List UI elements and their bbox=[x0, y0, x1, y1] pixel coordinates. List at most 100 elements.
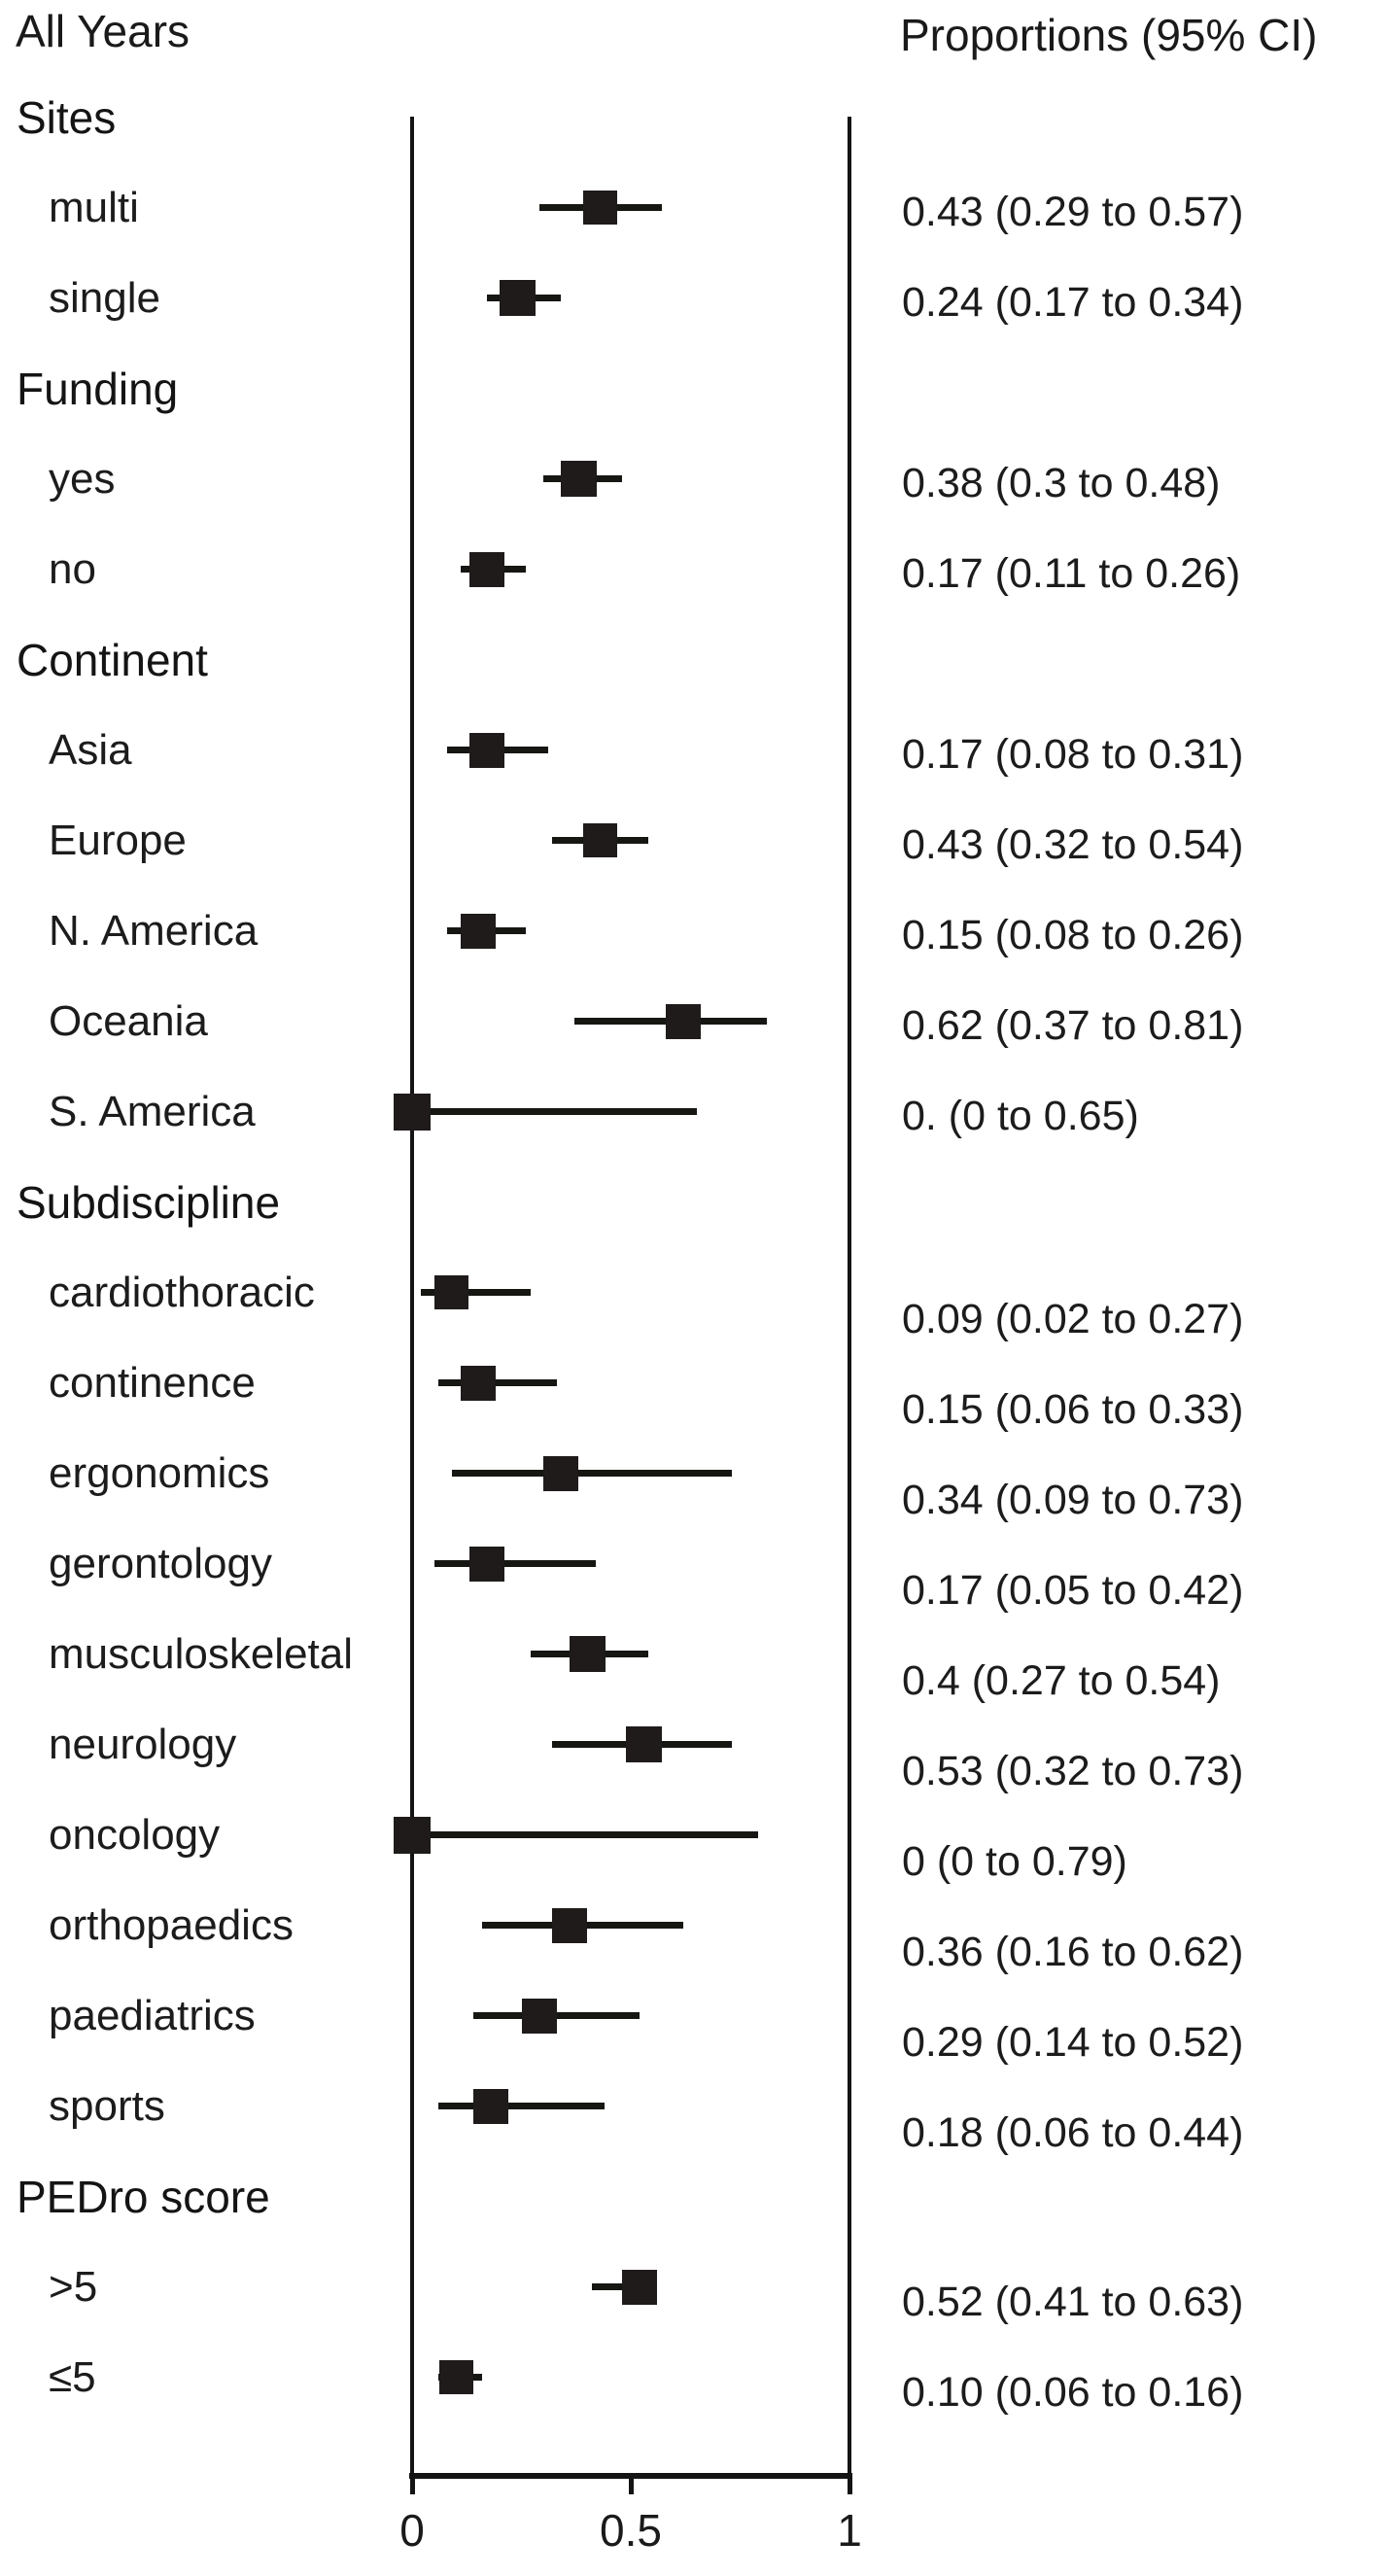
ci-whisker bbox=[421, 1289, 531, 1296]
estimate-marker bbox=[622, 2269, 657, 2305]
x-axis-tick-label: 0.5 bbox=[600, 2505, 662, 2556]
proportion-value: 0.36 (0.16 to 0.62) bbox=[902, 1928, 1244, 1975]
proportion-value: 0.10 (0.06 to 0.16) bbox=[902, 2368, 1244, 2416]
x-axis-tick bbox=[847, 2473, 852, 2494]
row-label: Oceania bbox=[49, 996, 208, 1045]
estimate-marker bbox=[468, 1546, 504, 1582]
row-label: sports bbox=[49, 2081, 165, 2130]
proportion-value: 0.24 (0.17 to 0.34) bbox=[902, 278, 1244, 326]
row-label: >5 bbox=[49, 2262, 98, 2311]
ci-whisker bbox=[433, 1560, 596, 1567]
forest-row: Asia 0.17 (0.08 to 0.31) bbox=[0, 705, 1385, 795]
proportion-value: 0.38 (0.3 to 0.48) bbox=[902, 459, 1221, 506]
forest-row: S. America 0. (0 to 0.65) bbox=[0, 1066, 1385, 1157]
ci-whisker bbox=[451, 1470, 732, 1477]
ci-whisker bbox=[412, 1108, 697, 1115]
proportion-value: 0 (0 to 0.79) bbox=[902, 1837, 1127, 1885]
forest-row: ergonomics 0.34 (0.09 to 0.73) bbox=[0, 1428, 1385, 1523]
proportion-value: 0.17 (0.05 to 0.42) bbox=[902, 1566, 1244, 1614]
proportion-value: 0.29 (0.14 to 0.52) bbox=[902, 2018, 1244, 2066]
estimate-marker bbox=[543, 1455, 578, 1491]
proportion-value: 0. (0 to 0.65) bbox=[902, 1092, 1139, 1139]
estimate-marker bbox=[569, 1636, 606, 1672]
proportion-value: 0.15 (0.08 to 0.26) bbox=[902, 911, 1244, 958]
ci-whisker bbox=[412, 1831, 758, 1838]
ci-whisker bbox=[438, 2103, 605, 2109]
forest-row: cardiothoracic 0.09 (0.02 to 0.27) bbox=[0, 1247, 1385, 1342]
estimate-marker bbox=[473, 2088, 508, 2124]
proportion-value: 0.17 (0.11 to 0.26) bbox=[902, 549, 1241, 597]
x-axis-tick bbox=[409, 2473, 415, 2494]
forest-row: Europe 0.43 (0.32 to 0.54) bbox=[0, 795, 1385, 886]
estimate-marker bbox=[460, 913, 496, 949]
value-column-header: Proportions (95% CI) bbox=[900, 10, 1318, 60]
x-axis-tick-label: 1 bbox=[837, 2505, 862, 2556]
ci-whisker bbox=[438, 1379, 557, 1386]
forest-row: continence 0.15 (0.06 to 0.33) bbox=[0, 1338, 1385, 1433]
estimate-marker bbox=[468, 551, 504, 587]
row-label: yes bbox=[49, 454, 116, 503]
row-label: continence bbox=[49, 1358, 256, 1407]
section-heading: Continent bbox=[17, 634, 208, 685]
page-title: All Years bbox=[16, 6, 190, 56]
forest-row: paediatrics 0.29 (0.14 to 0.52) bbox=[0, 1970, 1385, 2066]
forest-row: yes 0.38 (0.3 to 0.48) bbox=[0, 434, 1385, 524]
row-label: cardiothoracic bbox=[49, 1268, 315, 1316]
forest-row: N. America 0.15 (0.08 to 0.26) bbox=[0, 886, 1385, 976]
estimate-marker bbox=[468, 732, 504, 768]
row-label: paediatrics bbox=[49, 1991, 256, 2039]
row-label: no bbox=[49, 544, 96, 593]
estimate-marker bbox=[583, 191, 617, 225]
forest-row: orthopaedics 0.36 (0.16 to 0.62) bbox=[0, 1880, 1385, 1975]
row-label: multi bbox=[49, 183, 139, 231]
row-label: S. America bbox=[49, 1087, 256, 1135]
proportion-value: 0.43 (0.32 to 0.54) bbox=[902, 820, 1244, 868]
section-heading: PEDro score bbox=[17, 2171, 270, 2222]
estimate-marker bbox=[666, 1003, 701, 1039]
estimate-marker bbox=[394, 1093, 431, 1131]
proportion-value: 0.4 (0.27 to 0.54) bbox=[902, 1656, 1221, 1704]
x-axis-tick-label: 0 bbox=[399, 2505, 425, 2556]
row-label: ≤5 bbox=[49, 2352, 96, 2401]
x-axis-tick bbox=[628, 2473, 634, 2494]
estimate-marker bbox=[583, 823, 617, 857]
plot-left-border bbox=[410, 117, 414, 2473]
section-heading: Funding bbox=[17, 363, 179, 414]
proportion-value: 0.09 (0.02 to 0.27) bbox=[902, 1295, 1244, 1342]
proportion-value: 0.34 (0.09 to 0.73) bbox=[902, 1476, 1244, 1523]
forest-row: no 0.17 (0.11 to 0.26) bbox=[0, 524, 1385, 614]
forest-row: Oceania 0.62 (0.37 to 0.81) bbox=[0, 976, 1385, 1066]
plot-right-border bbox=[848, 117, 851, 2473]
forest-row: >5 0.52 (0.41 to 0.63) bbox=[0, 2242, 1385, 2332]
estimate-marker bbox=[521, 1998, 557, 2034]
proportion-value: 0.15 (0.06 to 0.33) bbox=[902, 1385, 1244, 1433]
section-heading: Sites bbox=[17, 91, 117, 143]
row-label: orthopaedics bbox=[49, 1900, 294, 1949]
section-heading: Subdiscipline bbox=[17, 1176, 281, 1228]
row-label: musculoskeletal bbox=[49, 1629, 354, 1678]
estimate-marker bbox=[499, 280, 536, 316]
row-label: neurology bbox=[49, 1720, 237, 1768]
forest-row: gerontology 0.17 (0.05 to 0.42) bbox=[0, 1518, 1385, 1614]
estimate-marker bbox=[394, 1816, 431, 1854]
forest-row: ≤5 0.10 (0.06 to 0.16) bbox=[0, 2332, 1385, 2422]
row-label: gerontology bbox=[49, 1539, 272, 1587]
estimate-marker bbox=[434, 1275, 468, 1309]
estimate-marker bbox=[460, 1365, 496, 1401]
proportion-value: 0.17 (0.08 to 0.31) bbox=[902, 730, 1244, 778]
estimate-marker bbox=[552, 1907, 587, 1943]
row-label: Asia bbox=[49, 725, 132, 774]
forest-row: single 0.24 (0.17 to 0.34) bbox=[0, 253, 1385, 343]
proportion-value: 0.62 (0.37 to 0.81) bbox=[902, 1001, 1244, 1049]
row-label: oncology bbox=[49, 1810, 221, 1859]
forest-row: oncology 0 (0 to 0.79) bbox=[0, 1790, 1385, 1885]
ci-whisker bbox=[473, 2012, 640, 2019]
proportion-value: 0.18 (0.06 to 0.44) bbox=[902, 2108, 1244, 2156]
proportion-value: 0.52 (0.41 to 0.63) bbox=[902, 2278, 1244, 2325]
forest-row: musculoskeletal 0.4 (0.27 to 0.54) bbox=[0, 1609, 1385, 1704]
forest-row: multi 0.43 (0.29 to 0.57) bbox=[0, 162, 1385, 253]
row-label: N. America bbox=[49, 906, 259, 955]
estimate-marker bbox=[626, 1726, 662, 1762]
proportion-value: 0.53 (0.32 to 0.73) bbox=[902, 1747, 1244, 1794]
